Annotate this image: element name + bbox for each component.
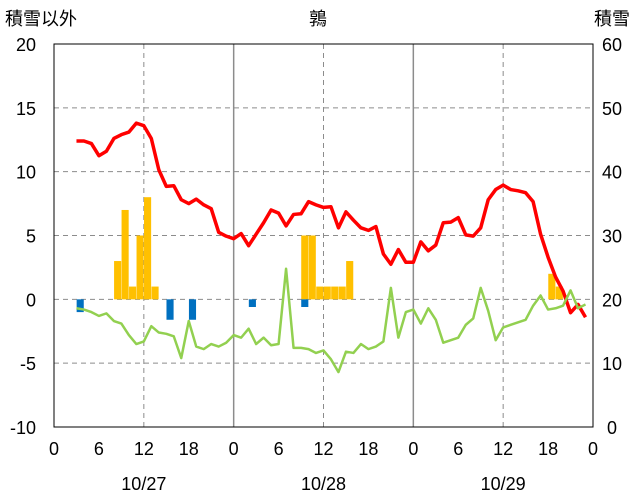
bar [301,235,309,300]
bar [114,261,122,300]
chart-title: 鶉 [309,9,327,30]
x-tick-label: 0 [408,439,418,459]
bar [166,299,174,320]
x-tick-label: 0 [49,439,59,459]
plot-frame [53,43,594,428]
right-tick-label: 10 [602,354,622,374]
x-tick-label: 6 [453,439,463,459]
x-tick-label: 12 [493,439,513,459]
bar [316,286,324,300]
x-tick-label: 18 [179,439,199,459]
left-tick-label: 5 [26,227,36,247]
bar [151,286,159,300]
left-tick-label: 20 [16,35,36,55]
left-tick-label: -5 [20,354,36,374]
bar [136,235,144,300]
bar [121,209,129,300]
right-tick-label: 20 [602,290,622,310]
bar [308,235,316,300]
right-tick-label: 0 [607,418,617,438]
series-line-red [76,121,588,319]
bar [548,273,556,300]
left-tick-label: -10 [10,418,36,438]
date-label: 10/29 [481,474,526,494]
x-tick-label: 0 [229,439,239,459]
left-axis-label: 積雪以外 [5,9,77,30]
x-tick-label: 6 [94,439,104,459]
right-tick-label: 60 [602,35,622,55]
x-tick-label: 18 [538,439,558,459]
right-tick-label: 30 [602,227,622,247]
grid-lines [54,44,593,427]
x-tick-label: 12 [134,439,154,459]
line-layer [76,121,588,374]
x-tick-label: 12 [313,439,333,459]
bar-layer [76,197,563,320]
right-tick-label: 50 [602,99,622,119]
right-axis-label: 積雪 [594,9,630,30]
x-tick-label: 6 [274,439,284,459]
series-line-green [76,267,587,374]
bar [129,286,137,300]
bar [301,299,309,307]
left-tick-label: 10 [16,163,36,183]
bar [331,286,339,300]
left-tick-label: 15 [16,99,36,119]
bar [555,286,563,300]
bar [76,299,84,313]
bar [144,197,152,300]
date-label: 10/27 [121,474,166,494]
bar [338,286,346,300]
date-label: 10/28 [301,474,346,494]
x-tick-label: 0 [588,439,598,459]
left-tick-label: 0 [26,290,36,310]
bar [346,261,354,300]
x-tick-label: 18 [358,439,378,459]
bar [323,286,331,300]
right-tick-label: 40 [602,163,622,183]
bar [248,299,256,307]
bar [188,299,197,320]
